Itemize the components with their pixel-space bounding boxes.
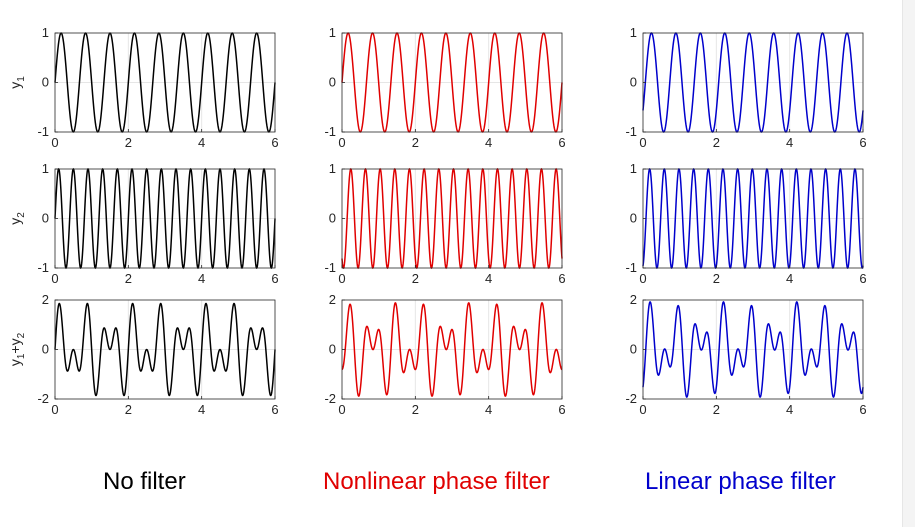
y-tick-label: 1	[329, 25, 336, 40]
y-tick-label: 1	[329, 161, 336, 176]
x-tick-label: 6	[271, 271, 278, 286]
x-tick-label: 2	[412, 271, 419, 286]
series-line	[54, 32, 276, 133]
y-tick-label: -1	[324, 260, 336, 275]
y-axis-label: y1	[7, 76, 27, 89]
x-tick-label: 6	[271, 402, 278, 417]
x-tick-label: 4	[485, 271, 492, 286]
x-tick-label: 4	[485, 135, 492, 150]
series-line	[642, 301, 864, 398]
y-tick-label: 0	[329, 342, 336, 357]
x-tick-label: 6	[558, 135, 565, 150]
y-axis-label: y1+y2	[7, 332, 27, 366]
series-line	[341, 302, 563, 397]
y-tick-label: -2	[324, 391, 336, 406]
y-tick-label: 2	[329, 292, 336, 307]
x-tick-label: 0	[639, 135, 646, 150]
x-tick-label: 2	[125, 271, 132, 286]
series-line	[54, 167, 276, 270]
x-tick-label: 2	[412, 135, 419, 150]
caption-no-filter: No filter	[103, 468, 186, 495]
caption-nonlinear-phase-filter: Nonlinear phase filter	[323, 468, 550, 495]
y-tick-label: 0	[42, 75, 49, 90]
x-tick-label: 6	[271, 135, 278, 150]
series-line	[642, 167, 864, 270]
y-tick-label: 1	[630, 161, 637, 176]
series-line	[54, 302, 276, 397]
x-tick-label: 4	[198, 271, 205, 286]
y-axis-label: y2	[7, 212, 27, 225]
x-tick-label: 0	[51, 135, 58, 150]
subplot-r3-c2: 0 2 4 6-202	[324, 292, 565, 417]
subplot-r2-c3: 0 2 4 6-101	[625, 161, 866, 286]
caption-linear-phase-filter: Linear phase filter	[645, 468, 836, 495]
x-tick-label: 0	[338, 135, 345, 150]
x-tick-label: 2	[125, 135, 132, 150]
y-tick-label: 0	[42, 342, 49, 357]
x-tick-label: 4	[786, 135, 793, 150]
x-tick-label: 6	[859, 402, 866, 417]
x-tick-label: 0	[639, 402, 646, 417]
x-tick-label: 2	[125, 402, 132, 417]
subplot-r2-c2: 0 2 4 6-101	[324, 161, 565, 286]
y-tick-label: 0	[42, 211, 49, 226]
y-tick-label: -1	[625, 260, 637, 275]
series-line	[341, 167, 563, 270]
x-tick-label: 4	[786, 271, 793, 286]
y-tick-label: -2	[625, 391, 637, 406]
x-tick-label: 0	[51, 402, 58, 417]
subplot-r3-c3: 0 2 4 6-202	[625, 292, 866, 417]
x-tick-label: 4	[485, 402, 492, 417]
y-tick-label: -1	[324, 124, 336, 139]
y-tick-label: -2	[37, 391, 49, 406]
y-tick-label: 0	[630, 75, 637, 90]
x-tick-label: 2	[412, 402, 419, 417]
x-tick-label: 0	[338, 271, 345, 286]
x-tick-label: 6	[859, 135, 866, 150]
y-tick-label: 0	[329, 211, 336, 226]
y-tick-label: 1	[42, 25, 49, 40]
x-tick-label: 0	[639, 271, 646, 286]
y-tick-label: 1	[42, 161, 49, 176]
y-tick-label: 1	[630, 25, 637, 40]
x-tick-label: 4	[198, 135, 205, 150]
y-tick-label: -1	[37, 124, 49, 139]
series-line	[341, 32, 563, 133]
x-tick-label: 0	[51, 271, 58, 286]
x-tick-label: 2	[713, 135, 720, 150]
subplot-r1-c2: 0 2 4 6-101	[324, 25, 565, 150]
y-tick-label: 0	[329, 75, 336, 90]
x-tick-label: 2	[713, 402, 720, 417]
x-tick-label: 6	[558, 402, 565, 417]
x-tick-label: 6	[558, 271, 565, 286]
y-tick-label: -1	[625, 124, 637, 139]
series-line	[642, 32, 864, 133]
y-tick-label: 0	[630, 211, 637, 226]
y-tick-label: 0	[630, 342, 637, 357]
x-tick-label: 2	[713, 271, 720, 286]
vertical-scrollbar[interactable]	[902, 0, 915, 527]
y-tick-label: 2	[42, 292, 49, 307]
x-tick-label: 6	[859, 271, 866, 286]
y-tick-label: 2	[630, 292, 637, 307]
subplot-r1-c3: 0 2 4 6-101	[625, 25, 866, 150]
x-tick-label: 0	[338, 402, 345, 417]
y-tick-label: -1	[37, 260, 49, 275]
x-tick-label: 4	[198, 402, 205, 417]
x-tick-label: 4	[786, 402, 793, 417]
